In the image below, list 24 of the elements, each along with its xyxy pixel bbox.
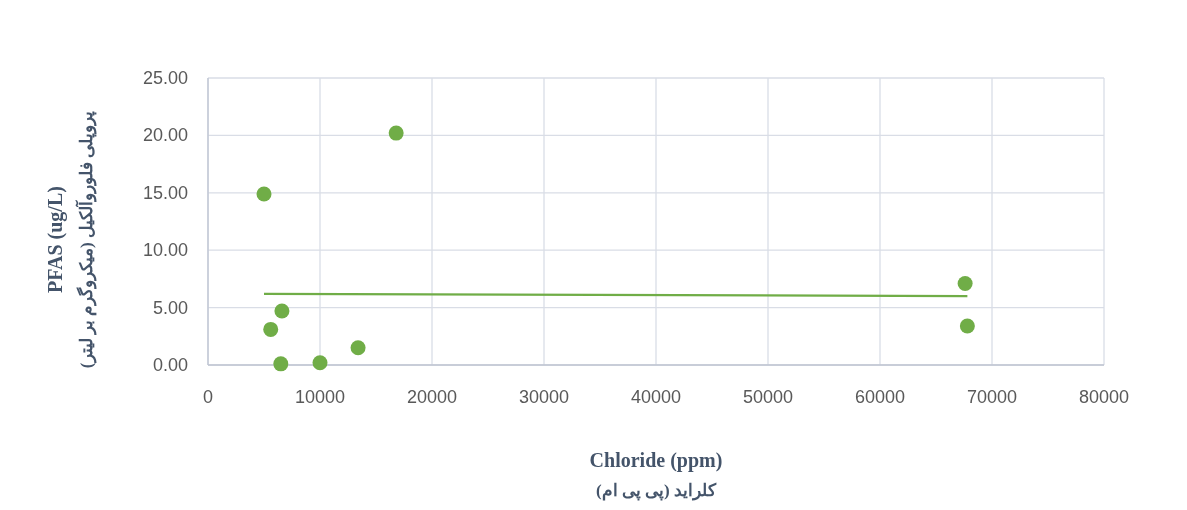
point [959,318,975,334]
x-tick-label: 70000 [966,387,1018,407]
point [274,303,290,319]
x-tick-label: 50000 [742,387,794,407]
point [273,356,289,372]
point [388,125,404,141]
y-tick-label: 5.00 [152,297,188,318]
x-tick-label: 0 [202,387,214,407]
y-tick-label: 0.00 [152,355,188,375]
point [263,321,279,337]
y-tick-label: 15.00 [142,182,188,203]
y-tick-label: 25.00 [142,68,188,88]
x-tick-label: 30000 [518,387,570,407]
point [312,355,328,371]
y-tick-label: 10.00 [142,240,188,261]
x-tick-label: 60000 [854,387,906,407]
x-tick-label: 20000 [406,387,458,407]
y-tick-label: 20.00 [142,125,188,146]
x-tick-label: 40000 [630,387,682,407]
point [957,275,973,291]
point [350,340,366,356]
x-tick-label: 80000 [1078,387,1130,407]
x-tick-label: 10000 [294,387,346,407]
point [256,186,272,202]
